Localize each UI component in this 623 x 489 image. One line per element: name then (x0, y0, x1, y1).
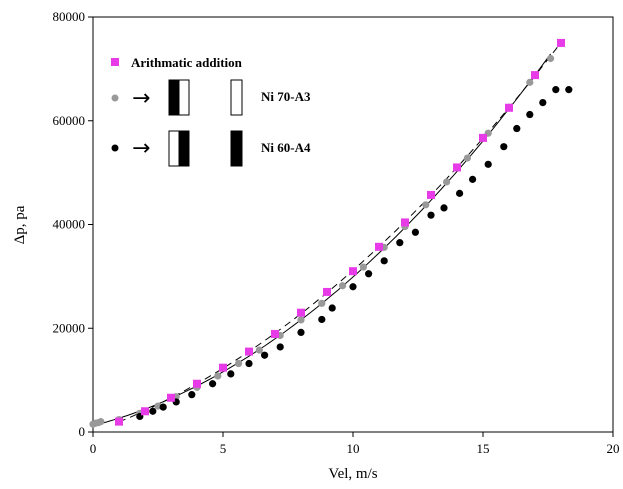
data-point-square (271, 329, 279, 338)
data-point-circle (427, 211, 435, 219)
legend-label-arithmatic-addition: Arithmatic addition (131, 55, 243, 70)
data-point-square (193, 379, 201, 388)
data-point-circle (422, 201, 430, 209)
data-point-circle (513, 124, 521, 133)
data-point-circle (214, 372, 222, 380)
fit-lines (92, 42, 562, 427)
data-point-circle (297, 316, 305, 324)
legend-marker-gray-circle (111, 94, 119, 102)
data-point-square (245, 347, 253, 356)
x-tick-label: 15 (477, 441, 490, 456)
y-tick-label: 20000 (53, 320, 86, 335)
y-tick-label: 0 (79, 424, 86, 439)
x-tick-label: 10 (347, 441, 360, 456)
data-point-circle (552, 86, 560, 94)
legend-entry-ni-70-a3: → Ni 70-A3 (111, 79, 311, 116)
data-point-circle (443, 178, 451, 186)
data-point-square (531, 71, 539, 80)
legend: Arithmatic addition → Ni 70-A3 → Ni 60-A… (111, 55, 311, 167)
block-black-white-icon (168, 79, 190, 116)
data-point-circle (469, 175, 477, 183)
data-point-circle (500, 143, 508, 151)
data-point-square (141, 407, 149, 416)
data-point-circle (318, 315, 326, 324)
data-point-square (479, 133, 487, 142)
data-point-square (401, 218, 409, 227)
legend-marker-square (111, 58, 119, 66)
legend-label-ni-70-a3: Ni 70-A3 (261, 89, 311, 104)
data-point-square (323, 287, 331, 296)
data-point-square (349, 267, 357, 276)
data-point-circle (396, 239, 404, 247)
data-point-circle (318, 299, 326, 307)
data-point-square (297, 308, 305, 317)
data-point-circle (235, 359, 243, 368)
legend-entry-arithmatic-addition: Arithmatic addition (111, 55, 243, 70)
x-tick-label: 20 (607, 441, 620, 456)
block-white-icon (230, 79, 243, 116)
data-point-circle (349, 283, 357, 291)
y-axis: 0 20000 40000 60000 80000 (53, 9, 93, 439)
x-tick-label: 0 (90, 441, 97, 456)
block-black-icon (230, 130, 243, 167)
data-point-square (167, 393, 175, 402)
block-white-black-icon (168, 130, 190, 167)
legend-label-ni-60-a4: Ni 60-A4 (261, 140, 311, 155)
plot-area (92, 16, 614, 433)
x-axis: 0 5 10 15 20 (90, 432, 620, 456)
data-point-circle (261, 351, 269, 359)
arrow-icon: → (132, 136, 150, 161)
x-tick-label: 5 (220, 441, 227, 456)
data-point-circle (565, 86, 573, 94)
data-points (89, 38, 573, 428)
data-point-circle (297, 328, 305, 336)
data-point-square (427, 190, 435, 199)
fit-line-series-2 (92, 53, 552, 427)
data-point-circle (276, 343, 284, 351)
data-point-circle (456, 189, 464, 197)
data-point-circle (255, 346, 263, 354)
legend-marker-black-circle (111, 144, 119, 152)
data-point-circle (380, 257, 388, 265)
data-point-circle (188, 391, 196, 399)
data-point-circle (365, 270, 373, 278)
data-point-circle (328, 304, 336, 312)
data-point-circle (484, 160, 492, 168)
data-point-square (557, 38, 565, 47)
data-point-circle (97, 418, 105, 426)
data-point-square (219, 363, 227, 372)
data-point-circle (245, 359, 253, 368)
arrow-icon: → (132, 86, 150, 111)
data-point-circle (526, 78, 534, 86)
data-point-square (115, 417, 123, 426)
data-point-circle (440, 204, 448, 212)
data-point-circle (526, 110, 534, 119)
data-point-circle (359, 263, 367, 271)
data-point-circle (411, 228, 419, 236)
y-tick-label: 80000 (53, 9, 86, 24)
data-point-circle (149, 407, 157, 415)
y-axis-label: Δp, pa (12, 205, 28, 244)
data-point-circle (159, 403, 167, 411)
x-axis-label: Vel, m/s (328, 466, 377, 482)
data-point-square (453, 163, 461, 172)
y-tick-label: 40000 (53, 217, 86, 232)
legend-entry-ni-60-a4: → Ni 60-A4 (111, 130, 311, 167)
y-tick-label: 60000 (53, 113, 86, 128)
data-point-circle (539, 98, 547, 107)
data-point-circle (547, 54, 555, 63)
data-point-circle (339, 282, 347, 290)
data-point-circle (227, 370, 235, 378)
data-point-square (505, 103, 513, 112)
data-point-circle (463, 154, 471, 162)
data-point-square (375, 242, 383, 251)
data-point-circle (209, 380, 217, 388)
